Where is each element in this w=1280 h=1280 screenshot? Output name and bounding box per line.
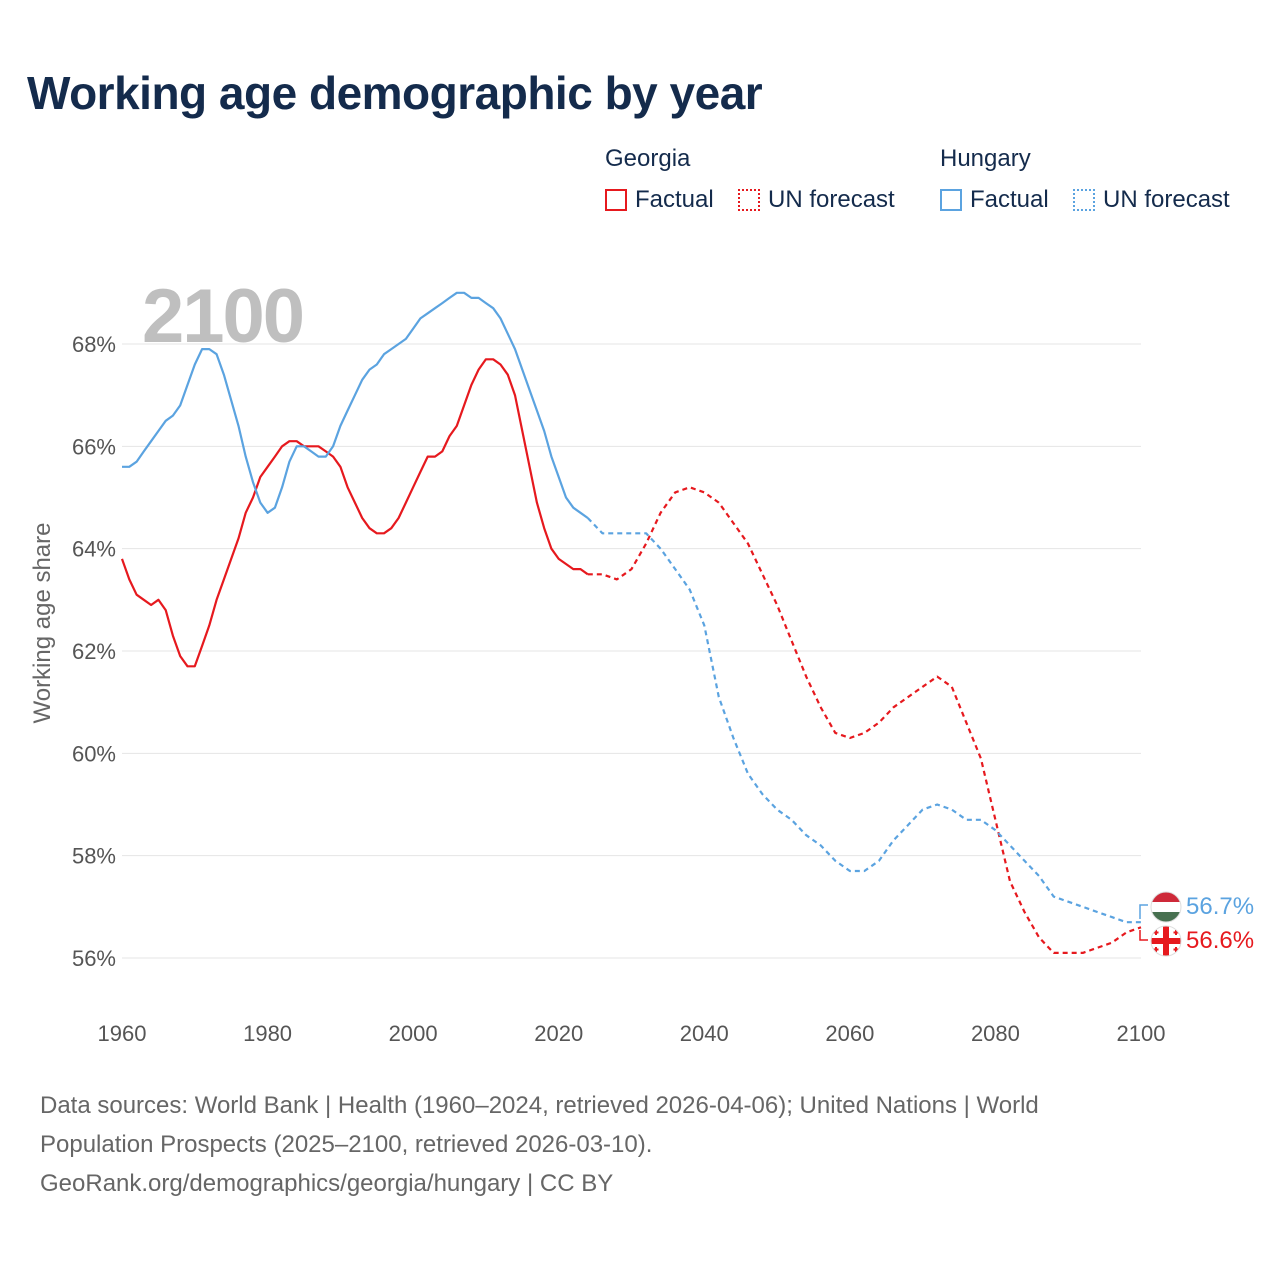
legend-label: UN forecast [1103,186,1230,213]
x-tick-label: 2020 [534,1021,583,1046]
georgia-factual-line [120,358,589,668]
gridlines [122,343,1141,959]
x-tick-label: 2060 [825,1021,874,1046]
georgia-end-connector [1139,930,1148,941]
y-tick-label: 62% [72,639,116,664]
legend-hungary-forecast[interactable]: UN forecast [1073,186,1230,214]
y-tick-label: 64% [72,537,116,562]
y-tick-label: 58% [72,844,116,869]
year-watermark: 2100 [142,274,303,359]
hungary-flag-icon [1150,891,1182,923]
y-tick-label: 56% [72,946,116,971]
y-tick-label: 68% [72,332,116,357]
hungary-factual-line [122,291,589,519]
footer-line: Data sources: World Bank | Health (1960–… [40,1092,1039,1119]
x-tick-label: 2080 [971,1021,1020,1046]
legend-swatch-hungary-forecast [1073,189,1095,211]
x-tick-label: 2040 [680,1021,729,1046]
legend-label: Factual [970,186,1049,213]
y-axis-label: Working age share [29,523,56,724]
y-tick-label: 60% [72,741,116,766]
hungary-end-connector [1139,904,1148,919]
y-axis-ticks: 56% 58% 60% 62% 64% 66% 68% [72,332,116,971]
georgia-flag-icon [1150,925,1182,957]
legend-hungary-factual[interactable]: Factual [940,186,1049,214]
georgia-end-value: 56.6% [1186,927,1254,954]
x-tick-label: 1960 [98,1021,147,1046]
x-tick-label: 1980 [243,1021,292,1046]
legend-georgia-factual[interactable]: Factual [605,186,714,214]
x-tick-label: 2000 [389,1021,438,1046]
footer-line: Population Prospects (2025–2100, retriev… [40,1131,653,1158]
legend-hungary-title: Hungary [940,145,1031,172]
georgia-forecast-line [587,486,1142,955]
legend-georgia-forecast[interactable]: UN forecast [738,186,895,214]
x-tick-label: 2100 [1117,1021,1166,1046]
footer-sources: Data sources: World Bank | Health (1960–… [40,1086,1220,1203]
legend-label: Factual [635,186,714,213]
legend-swatch-hungary-factual [940,189,962,211]
hungary-end-value: 56.7% [1186,893,1254,920]
legend-georgia-title: Georgia [605,145,691,172]
legend-swatch-georgia-factual [605,189,627,211]
chart-title: Working age demographic by year [27,67,763,119]
hungary-forecast-line [587,517,1141,924]
x-axis-ticks: 1960 1980 2000 2020 2040 2060 2080 2100 [98,1021,1166,1046]
line-chart: 2100 56% 58% 60% 62% 64% 66% 68% 1960 1980 2000 2… [29,274,1254,1046]
legend-label: UN forecast [768,186,895,213]
y-tick-label: 66% [72,434,116,459]
footer-line: GeoRank.org/demographics/georgia/hungary… [40,1170,614,1197]
series-lines [120,291,1142,955]
legend-swatch-georgia-forecast [738,189,760,211]
